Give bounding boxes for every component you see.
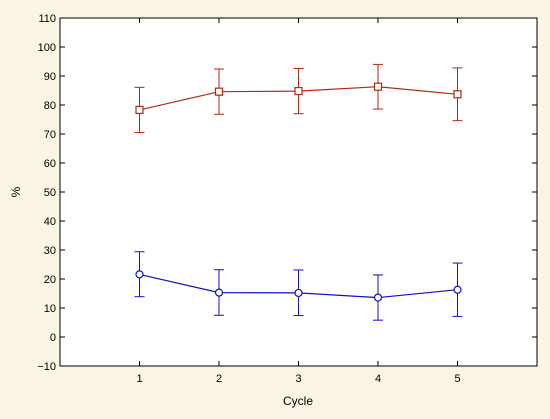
y-tick-label: 50 bbox=[44, 187, 56, 199]
data-point bbox=[214, 87, 224, 96]
data-point bbox=[294, 86, 303, 96]
y-tick-label: 40 bbox=[44, 216, 56, 228]
series-layer bbox=[134, 63, 463, 321]
y-axis: −10 0 10 20 30 40 50 60 70 80 90 100 110 bbox=[37, 13, 537, 373]
data-point bbox=[135, 270, 144, 279]
data-point bbox=[373, 293, 383, 302]
series-1 bbox=[134, 63, 463, 134]
y-axis-label: % bbox=[9, 186, 23, 197]
y-tick-label: 80 bbox=[44, 100, 56, 112]
y-tick-label: 110 bbox=[38, 13, 56, 25]
data-point bbox=[294, 288, 303, 298]
x-tick-label: 1 bbox=[136, 373, 142, 385]
x-tick-label: 3 bbox=[295, 373, 301, 385]
x-tick-label: 5 bbox=[454, 373, 460, 385]
x-tick-label: 2 bbox=[216, 373, 222, 385]
y-tick-label: 30 bbox=[44, 245, 56, 257]
y-tick-label: 60 bbox=[44, 158, 56, 170]
data-point bbox=[135, 105, 144, 115]
y-tick-label: 100 bbox=[38, 42, 56, 54]
x-tick-label: 4 bbox=[375, 373, 381, 385]
data-point bbox=[214, 288, 224, 297]
y-tick-label: 20 bbox=[44, 274, 56, 286]
y-tick-label: 90 bbox=[44, 71, 56, 83]
x-axis-label: Cycle bbox=[283, 394, 313, 408]
y-tick-label: 70 bbox=[44, 129, 56, 141]
y-tick-label: −10 bbox=[37, 361, 56, 373]
x-axis: 1 2 3 4 5 bbox=[136, 18, 461, 385]
data-point bbox=[453, 285, 462, 294]
data-point bbox=[453, 90, 462, 99]
y-tick-label: 0 bbox=[50, 332, 56, 344]
y-tick-label: 10 bbox=[44, 303, 56, 315]
series-2 bbox=[134, 251, 463, 321]
data-point bbox=[373, 82, 383, 91]
